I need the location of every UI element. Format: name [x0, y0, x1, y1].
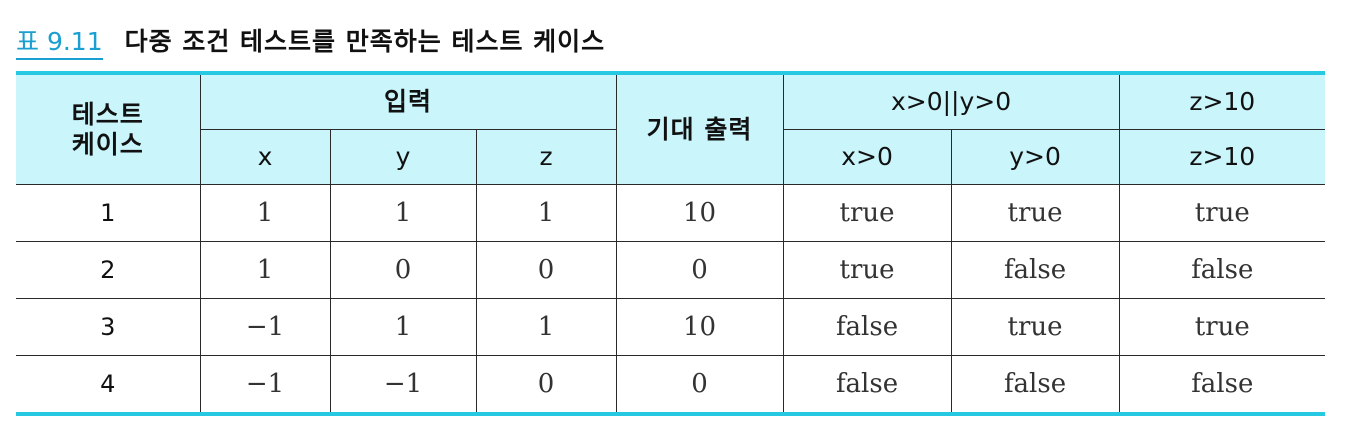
cell-expected: 0: [615, 355, 784, 414]
cell-z: 1: [475, 298, 617, 356]
cell-condition-y: true: [950, 298, 1120, 356]
cell-case: 2: [16, 241, 201, 299]
cell-condition-y: true: [950, 184, 1120, 242]
cell-condition-x: true: [782, 241, 952, 299]
header-test-case-line1: 테스트: [71, 99, 144, 129]
header-expected-output: 기대 출력: [615, 73, 784, 185]
cell-z: 0: [475, 355, 617, 414]
header-test-case: 테스트 케이스: [16, 73, 201, 185]
header-row-1: 테스트 케이스 입력 기대 출력 x>0||y>0 z>10: [16, 73, 1326, 185]
test-case-table: 테스트 케이스 입력 기대 출력 x>0||y>0 z>10 x y z x>0…: [16, 71, 1326, 416]
table-caption: 표 9.11 다중 조건 테스트를 만족하는 테스트 케이스: [16, 20, 605, 60]
cell-condition-x: true: [782, 184, 952, 242]
header-test-case-line2: 케이스: [71, 129, 144, 159]
header-condition-x: x>0: [782, 129, 952, 185]
cell-condition-x: false: [782, 298, 952, 356]
cell-condition-z: true: [1118, 298, 1326, 356]
table-body: 1 1 1 1 10 true true true 2 1 0 0 0 true…: [16, 184, 1326, 414]
cell-x: −1: [199, 298, 331, 356]
table-number: 표 9.11: [16, 27, 103, 60]
header-condition-y: y>0: [950, 129, 1120, 185]
cell-expected: 10: [615, 184, 784, 242]
header-condition-or: x>0||y>0: [782, 73, 1120, 130]
header-condition-z: z>10: [1118, 129, 1326, 185]
cell-z: 1: [475, 184, 617, 242]
cell-expected: 10: [615, 298, 784, 356]
cell-x: 1: [199, 184, 331, 242]
cell-y: −1: [329, 355, 477, 414]
cell-condition-z: false: [1118, 355, 1326, 414]
cell-x: 1: [199, 241, 331, 299]
table-title: 다중 조건 테스트를 만족하는 테스트 케이스: [124, 27, 606, 56]
cell-case: 3: [16, 298, 201, 356]
cell-y: 1: [329, 184, 477, 242]
cell-condition-z: true: [1118, 184, 1326, 242]
table-row: 1 1 1 1 10 true true true: [16, 184, 1326, 242]
cell-condition-y: false: [950, 355, 1120, 414]
table-row: 3 −1 1 1 10 false true true: [16, 298, 1326, 356]
cell-case: 4: [16, 355, 201, 414]
header-input-y: y: [329, 129, 477, 185]
cell-condition-y: false: [950, 241, 1120, 299]
cell-x: −1: [199, 355, 331, 414]
cell-y: 1: [329, 298, 477, 356]
header-input: 입력: [199, 73, 617, 130]
cell-expected: 0: [615, 241, 784, 299]
cell-case: 1: [16, 184, 201, 242]
cell-condition-x: false: [782, 355, 952, 414]
cell-condition-z: false: [1118, 241, 1326, 299]
header-condition-z-group: z>10: [1118, 73, 1326, 130]
header-input-x: x: [200, 129, 331, 185]
table-header: 테스트 케이스 입력 기대 출력 x>0||y>0 z>10 x y z x>0…: [16, 73, 1326, 185]
cell-z: 0: [475, 241, 617, 299]
table-row: 4 −1 −1 0 0 false false false: [16, 355, 1326, 414]
header-input-z: z: [475, 129, 617, 185]
table-row: 2 1 0 0 0 true false false: [16, 241, 1326, 299]
cell-y: 0: [329, 241, 477, 299]
